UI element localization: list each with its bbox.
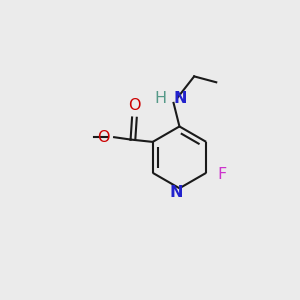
Text: N: N [174, 91, 187, 106]
Text: O: O [128, 98, 141, 113]
Text: O: O [98, 130, 110, 145]
Text: F: F [218, 167, 227, 182]
Text: H: H [154, 91, 166, 106]
Text: N: N [169, 184, 183, 200]
